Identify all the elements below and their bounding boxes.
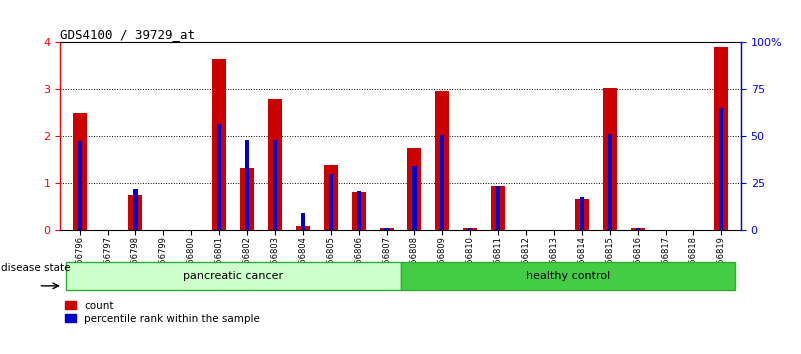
Bar	[212, 59, 226, 230]
Bar	[580, 197, 584, 230]
Bar	[496, 187, 501, 230]
Bar	[575, 199, 589, 230]
Bar	[133, 189, 138, 230]
Bar	[630, 228, 645, 230]
Bar	[635, 228, 640, 230]
Bar	[324, 165, 338, 230]
Bar	[296, 226, 310, 230]
Bar	[273, 139, 277, 230]
Bar	[300, 213, 305, 230]
Bar	[436, 91, 449, 230]
Bar	[603, 88, 617, 230]
Bar	[408, 148, 421, 230]
Text: healthy control: healthy control	[525, 271, 610, 281]
Bar	[380, 228, 393, 230]
Bar	[66, 262, 400, 290]
Bar	[352, 192, 365, 230]
Bar	[240, 168, 254, 230]
Bar	[73, 113, 87, 230]
Bar	[719, 108, 723, 230]
Bar	[128, 195, 143, 230]
Text: pancreatic cancer: pancreatic cancer	[183, 271, 283, 281]
Bar	[78, 141, 82, 230]
Bar	[441, 135, 445, 230]
Bar	[328, 174, 333, 230]
Text: GDS4100 / 39729_at: GDS4100 / 39729_at	[60, 28, 195, 41]
Text: disease state: disease state	[1, 263, 70, 273]
Legend: count, percentile rank within the sample: count, percentile rank within the sample	[66, 301, 260, 324]
Bar	[608, 134, 612, 230]
Bar	[400, 262, 735, 290]
Bar	[413, 166, 417, 230]
Bar	[491, 187, 505, 230]
Bar	[468, 228, 473, 230]
Bar	[714, 47, 728, 230]
Bar	[245, 139, 249, 230]
Bar	[356, 191, 360, 230]
Bar	[268, 99, 282, 230]
Bar	[463, 228, 477, 230]
Bar	[217, 124, 221, 230]
Bar	[384, 228, 388, 230]
